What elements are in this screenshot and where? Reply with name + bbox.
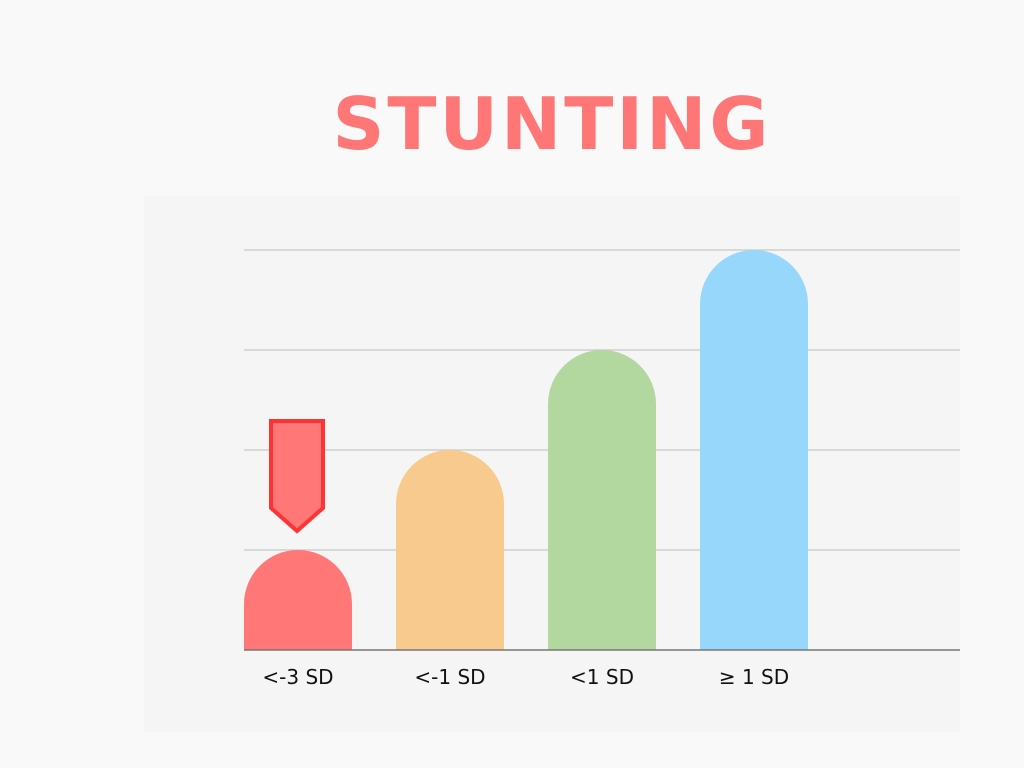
x-tick-label: <-3 SD [262,665,333,689]
x-tick-label: <-1 SD [414,665,485,689]
bar-0 [244,550,352,650]
bar-1 [396,450,504,650]
x-tick-label: <1 SD [570,665,634,689]
down-arrow-icon [269,419,325,534]
chart-title: STUNTING [332,82,772,166]
chart-panel: <-3 SD <-1 SD <1 SD ≥ 1 SD [144,196,960,732]
bar-3 [700,250,808,650]
bar-2 [548,350,656,650]
x-tick-label: ≥ 1 SD [719,665,789,689]
bar-chart: <-3 SD <-1 SD <1 SD ≥ 1 SD [244,249,960,689]
